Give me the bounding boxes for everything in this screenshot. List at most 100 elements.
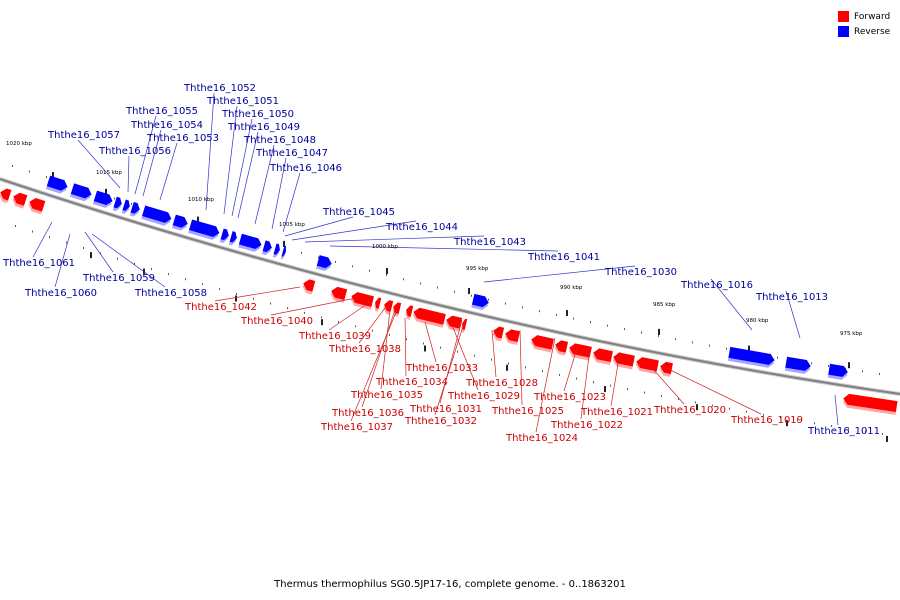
tick-dot xyxy=(134,262,135,265)
tick-dot xyxy=(658,334,659,337)
tick-dot xyxy=(471,294,472,297)
tick-dot xyxy=(746,410,747,413)
tick-dot xyxy=(437,286,438,289)
leader-line xyxy=(491,329,497,378)
major-tick xyxy=(506,364,508,371)
leader-line xyxy=(134,115,157,195)
tick-dot xyxy=(454,290,455,293)
tick-dot xyxy=(709,344,710,347)
gene-label: Ththe16_1060 xyxy=(24,288,97,299)
tick-dot xyxy=(321,316,322,319)
tick-dot xyxy=(29,170,30,173)
tick-dot xyxy=(828,365,829,368)
leader-line xyxy=(32,221,53,258)
major-tick xyxy=(386,268,388,275)
leader-line xyxy=(205,92,215,211)
forward-gene xyxy=(842,393,898,416)
reverse-gene xyxy=(228,231,237,246)
tick-dot xyxy=(253,297,254,300)
leader-line xyxy=(284,216,354,237)
tick-dot xyxy=(355,325,356,328)
tick-dot xyxy=(12,164,13,167)
gene-label: Ththe16_1042 xyxy=(184,302,257,313)
leader-line xyxy=(223,105,238,215)
leader-line xyxy=(231,118,253,217)
reverse-gene xyxy=(121,199,130,214)
tick-dot xyxy=(777,356,778,359)
gene-label: Ththe16_1048 xyxy=(243,135,316,146)
tick-dot xyxy=(865,430,866,433)
tick-dot xyxy=(695,401,696,404)
tick-dot xyxy=(661,394,662,397)
major-tick xyxy=(604,386,606,393)
tick-dot xyxy=(508,362,509,365)
gene-label: Ththe16_1049 xyxy=(227,122,300,133)
forward-swatch xyxy=(838,11,849,22)
tick-dot xyxy=(491,358,492,361)
leader-line xyxy=(710,278,753,331)
tick-dot xyxy=(692,341,693,344)
forward-gene xyxy=(492,326,505,342)
tick-dot xyxy=(32,230,33,233)
tick-dot xyxy=(556,313,557,316)
tick-dot xyxy=(573,317,574,320)
reverse-gene xyxy=(727,346,775,368)
gene-label: Ththe16_1045 xyxy=(322,207,395,218)
leader-line xyxy=(785,290,801,339)
reverse-gene xyxy=(316,255,332,271)
gene-label: Ththe16_1047 xyxy=(255,148,328,159)
coordinate-label: 985 kbp xyxy=(653,302,676,308)
leader-line xyxy=(483,265,636,283)
major-tick xyxy=(886,435,888,442)
gene-label: Ththe16_1022 xyxy=(550,420,623,431)
major-tick xyxy=(748,345,750,352)
leader-line xyxy=(439,319,463,404)
leader-line xyxy=(77,139,121,189)
tick-dot xyxy=(369,269,370,272)
reverse-gene xyxy=(219,228,229,243)
reverse-gene xyxy=(112,196,122,212)
tick-dot xyxy=(882,432,883,435)
forward-gene xyxy=(12,192,28,209)
legend-item-forward: Forward xyxy=(838,9,890,24)
tick-dot xyxy=(440,346,441,349)
legend-item-reverse: Reverse xyxy=(838,24,890,39)
coordinate-label: 1015 kbp xyxy=(96,170,122,176)
gene-label: Ththe16_1032 xyxy=(404,416,477,427)
leader-line xyxy=(254,144,275,225)
genes-layer xyxy=(0,175,898,416)
tick-dot xyxy=(610,384,611,387)
major-tick xyxy=(424,345,426,352)
tick-dot xyxy=(389,334,390,337)
forward-gene xyxy=(612,352,635,370)
tick-dot xyxy=(117,257,118,260)
gene-label: Ththe16_1058 xyxy=(134,288,207,299)
leader-line xyxy=(424,321,437,363)
major-tick xyxy=(658,328,660,335)
major-tick xyxy=(786,420,788,427)
leader-line xyxy=(519,329,523,406)
leader-line xyxy=(270,297,357,316)
leader-line xyxy=(563,344,579,392)
tick-dot xyxy=(423,342,424,345)
leader-line xyxy=(358,307,386,344)
leader-line xyxy=(580,347,591,420)
reverse-gene xyxy=(827,363,848,380)
tick-dot xyxy=(627,388,628,391)
tick-dot xyxy=(46,176,47,179)
reverse-gene xyxy=(69,183,92,202)
major-tick xyxy=(566,310,568,317)
tick-dot xyxy=(49,236,50,239)
forward-gene xyxy=(28,198,46,215)
reverse-gene xyxy=(272,243,280,258)
forward-gene xyxy=(461,318,468,333)
tick-dot xyxy=(675,338,676,341)
coordinate-label: 1000 kbp xyxy=(372,244,398,250)
tick-dot xyxy=(712,404,713,407)
legend-label-forward: Forward xyxy=(854,11,891,22)
leader-line xyxy=(380,309,391,390)
tick-dot xyxy=(542,370,543,373)
gene-label: Ththe16_1016 xyxy=(680,280,753,291)
forward-gene xyxy=(302,279,316,295)
